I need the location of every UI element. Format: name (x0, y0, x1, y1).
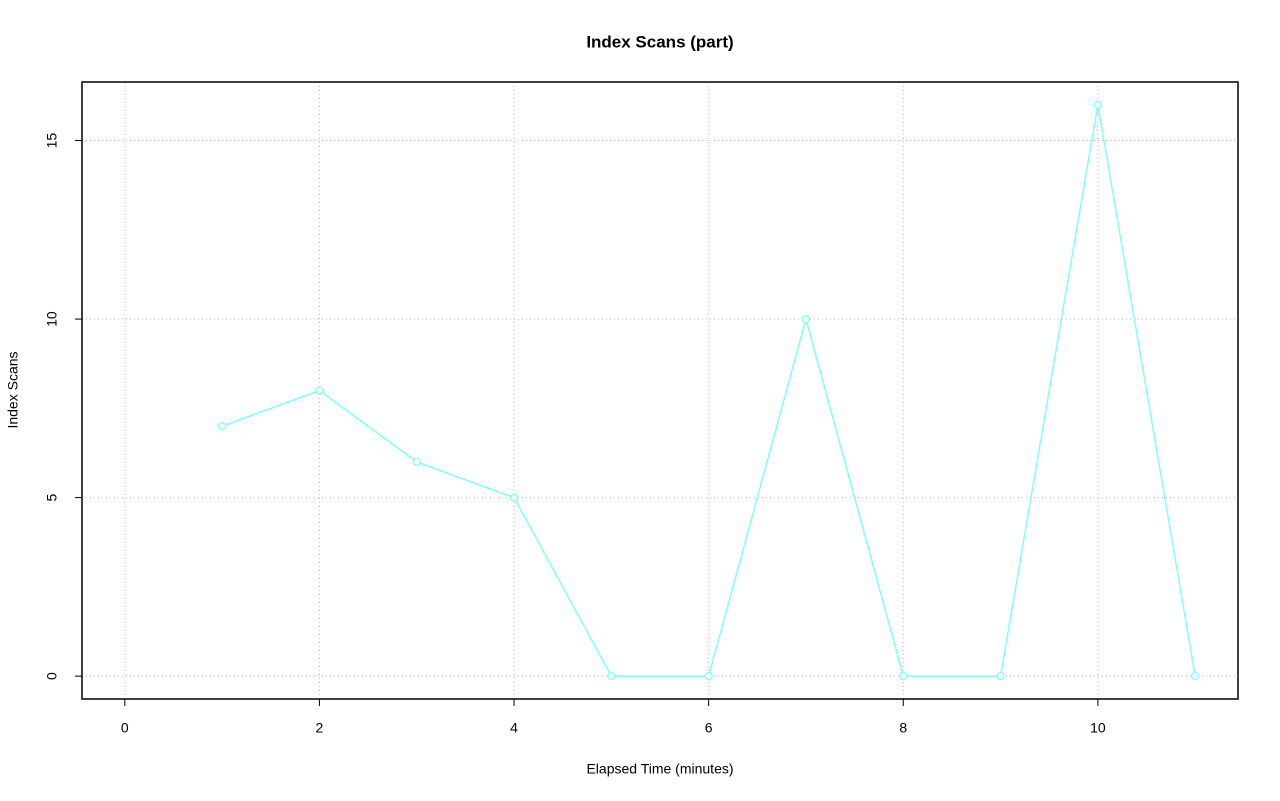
x-tick-label: 2 (316, 720, 324, 736)
y-axis-label: Index Scans (5, 351, 21, 428)
point (704, 671, 713, 681)
x-tick-label: 10 (1090, 720, 1106, 736)
y-tick-label: 0 (44, 672, 60, 680)
point (1191, 671, 1200, 681)
chart-title: Index Scans (part) (586, 32, 733, 51)
point (412, 457, 421, 467)
point (1093, 100, 1103, 110)
y-tick-label: 15 (44, 133, 60, 149)
x-tick-label: 4 (510, 720, 518, 736)
point (509, 493, 519, 502)
point (996, 671, 1005, 681)
plot-frame (81, 81, 1239, 700)
x-tick-label: 0 (121, 720, 129, 736)
y-tick-label: 10 (44, 311, 60, 327)
point (801, 314, 811, 324)
x-tick-label: 8 (899, 720, 907, 736)
x-tick-label: 6 (705, 720, 713, 736)
point (315, 386, 324, 395)
point (899, 671, 908, 681)
x-axis-label: Elapsed Time (minutes) (586, 761, 733, 777)
y-tick-label: 5 (44, 494, 60, 502)
point (217, 422, 227, 431)
point (607, 671, 616, 681)
